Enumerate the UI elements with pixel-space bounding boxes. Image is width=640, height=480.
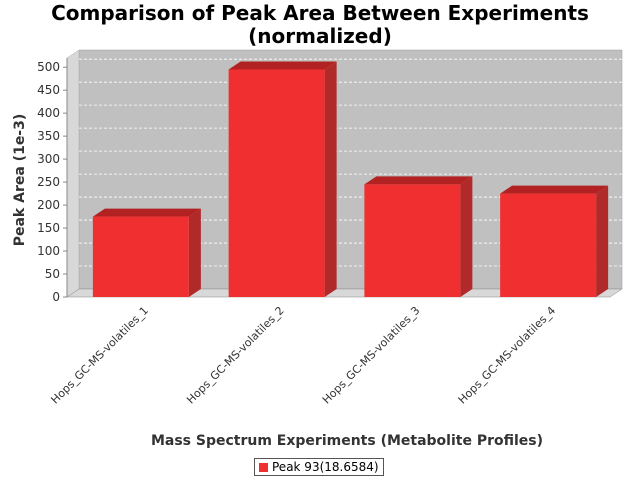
y-tick-label: 400 — [37, 106, 60, 120]
bar-front — [92, 216, 189, 297]
x-tick-label: Hops_GC-MS-volatiles_3 — [320, 304, 423, 407]
bar — [228, 61, 337, 297]
x-tick-label: Hops_GC-MS-volatiles_2 — [184, 304, 287, 407]
y-tick-label: 350 — [37, 129, 60, 143]
y-tick-label: 100 — [37, 244, 60, 258]
bar-front — [500, 193, 597, 297]
y-tick-label: 50 — [45, 267, 60, 281]
y-tick-label: 150 — [37, 221, 60, 235]
bar-top — [228, 61, 337, 70]
bars — [92, 61, 609, 297]
bar-front — [228, 69, 325, 297]
bar — [92, 208, 201, 297]
chart-title-line-2: (normalized) — [248, 24, 392, 48]
chart-title: Comparison of Peak Area Between Experime… — [0, 2, 640, 48]
y-tick-label: 0 — [52, 290, 60, 304]
bar-top — [500, 185, 609, 194]
y-tick-label: 450 — [37, 83, 60, 97]
y-axis: 0 50 100 150 200 250 300 350 400 450 500 — [37, 58, 68, 304]
bar-front — [364, 184, 461, 297]
bar — [500, 185, 609, 297]
y-tick-label: 250 — [37, 175, 60, 189]
bar-top — [364, 176, 473, 185]
legend: Peak 93(18.6584) — [254, 458, 384, 476]
left-wall — [66, 49, 80, 298]
bar — [364, 176, 473, 297]
x-tick-label: Hops_GC-MS-volatiles_1 — [48, 304, 151, 407]
y-tick-label: 200 — [37, 198, 60, 212]
legend-swatch — [259, 462, 268, 472]
chart-title-line-1: Comparison of Peak Area Between Experime… — [51, 1, 589, 25]
x-axis-label: Mass Spectrum Experiments (Metabolite Pr… — [151, 433, 543, 449]
bar-side — [460, 176, 473, 297]
x-tick-label: Hops_GC-MS-volatiles_4 — [456, 304, 559, 407]
bar-top — [92, 208, 201, 217]
legend-label: Peak 93(18.6584) — [272, 460, 379, 474]
bar-side — [324, 61, 337, 297]
x-axis: Hops_GC-MS-volatiles_1 Hops_GC-MS-volatil… — [48, 304, 558, 407]
y-tick-label: 300 — [37, 152, 60, 166]
y-tick-label: 500 — [37, 60, 60, 74]
bar-side — [188, 208, 201, 297]
bar-side — [596, 185, 609, 297]
y-axis-label: Peak Area (1e-3) — [12, 114, 28, 247]
